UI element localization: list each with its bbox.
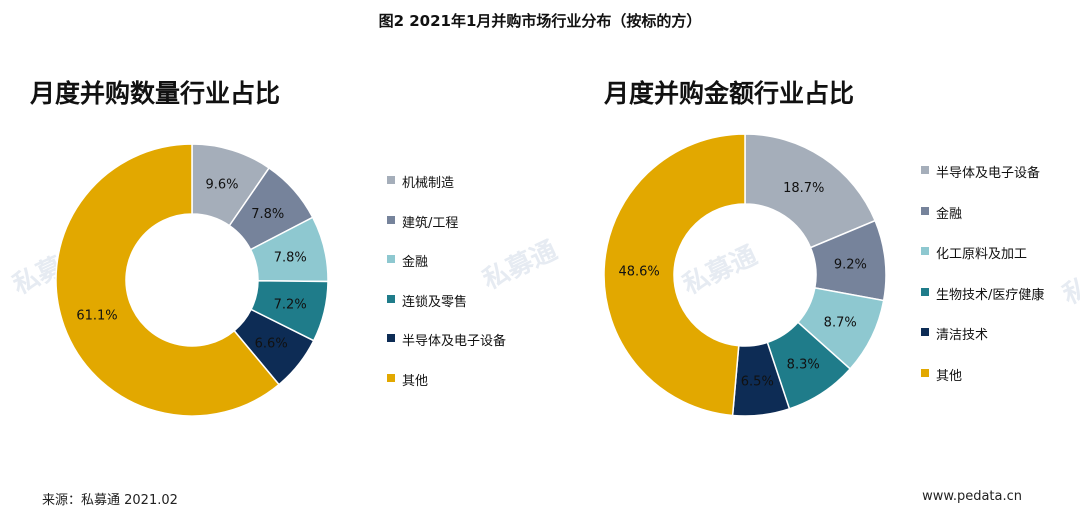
donut-slice bbox=[55, 143, 281, 417]
site-url: www.pedata.cn bbox=[922, 489, 1022, 504]
legend-label: 其他 bbox=[936, 368, 963, 384]
chart-title-amount: 月度并购金额行业占比 bbox=[604, 79, 855, 108]
legend-swatch bbox=[387, 255, 395, 263]
slice-data-label: 7.8% bbox=[274, 251, 307, 266]
legend-swatch bbox=[387, 176, 395, 184]
legend-label: 半导体及电子设备 bbox=[402, 334, 507, 349]
legend-label: 化工原料及加工 bbox=[936, 247, 1028, 262]
slice-data-label: 8.7% bbox=[824, 316, 857, 331]
legend-label: 机械制造 bbox=[402, 176, 455, 191]
legend-label: 建筑/工程 bbox=[402, 215, 459, 231]
slice-data-label: 18.7% bbox=[783, 181, 824, 196]
legend-swatch bbox=[387, 294, 395, 303]
slice-data-label: 61.1% bbox=[76, 308, 117, 323]
slice-data-label: 6.6% bbox=[255, 337, 288, 352]
slice-data-label: 48.6% bbox=[618, 264, 659, 279]
slice-data-label: 7.8% bbox=[251, 207, 284, 222]
slice-data-label: 6.5% bbox=[741, 374, 774, 389]
source-note: 来源：私募通 2021.02 bbox=[42, 493, 178, 508]
slice-data-label: 7.2% bbox=[274, 298, 307, 313]
legend-label: 生物技术/医疗健康 bbox=[936, 287, 1045, 303]
legend-label: 半导体及电子设备 bbox=[936, 166, 1041, 181]
slice-data-label: 9.6% bbox=[205, 178, 238, 193]
legend-label: 连锁及零售 bbox=[402, 294, 468, 310]
figure-title: 图2 2021年1月并购市场行业分布（按标的方） bbox=[378, 12, 702, 30]
legend-swatch bbox=[921, 206, 929, 215]
legend-label: 其他 bbox=[402, 373, 429, 389]
slice-data-label: 8.3% bbox=[787, 358, 820, 373]
legend-swatch bbox=[921, 247, 929, 255]
legend-swatch bbox=[921, 287, 929, 296]
legend-swatch bbox=[921, 166, 929, 174]
legend-swatch bbox=[921, 328, 929, 336]
donut-slice bbox=[744, 133, 877, 249]
legend-label: 清洁技术 bbox=[936, 328, 989, 343]
legend-swatch bbox=[387, 215, 395, 224]
legend-swatch bbox=[387, 373, 395, 382]
legend-label: 金融 bbox=[936, 206, 963, 222]
chart-title-count: 月度并购数量行业占比 bbox=[30, 79, 281, 108]
legend-label: 金融 bbox=[402, 255, 429, 270]
slice-data-label: 9.2% bbox=[834, 258, 867, 273]
legend-swatch bbox=[387, 334, 395, 342]
legend-swatch bbox=[921, 368, 929, 377]
donut-slice bbox=[603, 133, 746, 417]
